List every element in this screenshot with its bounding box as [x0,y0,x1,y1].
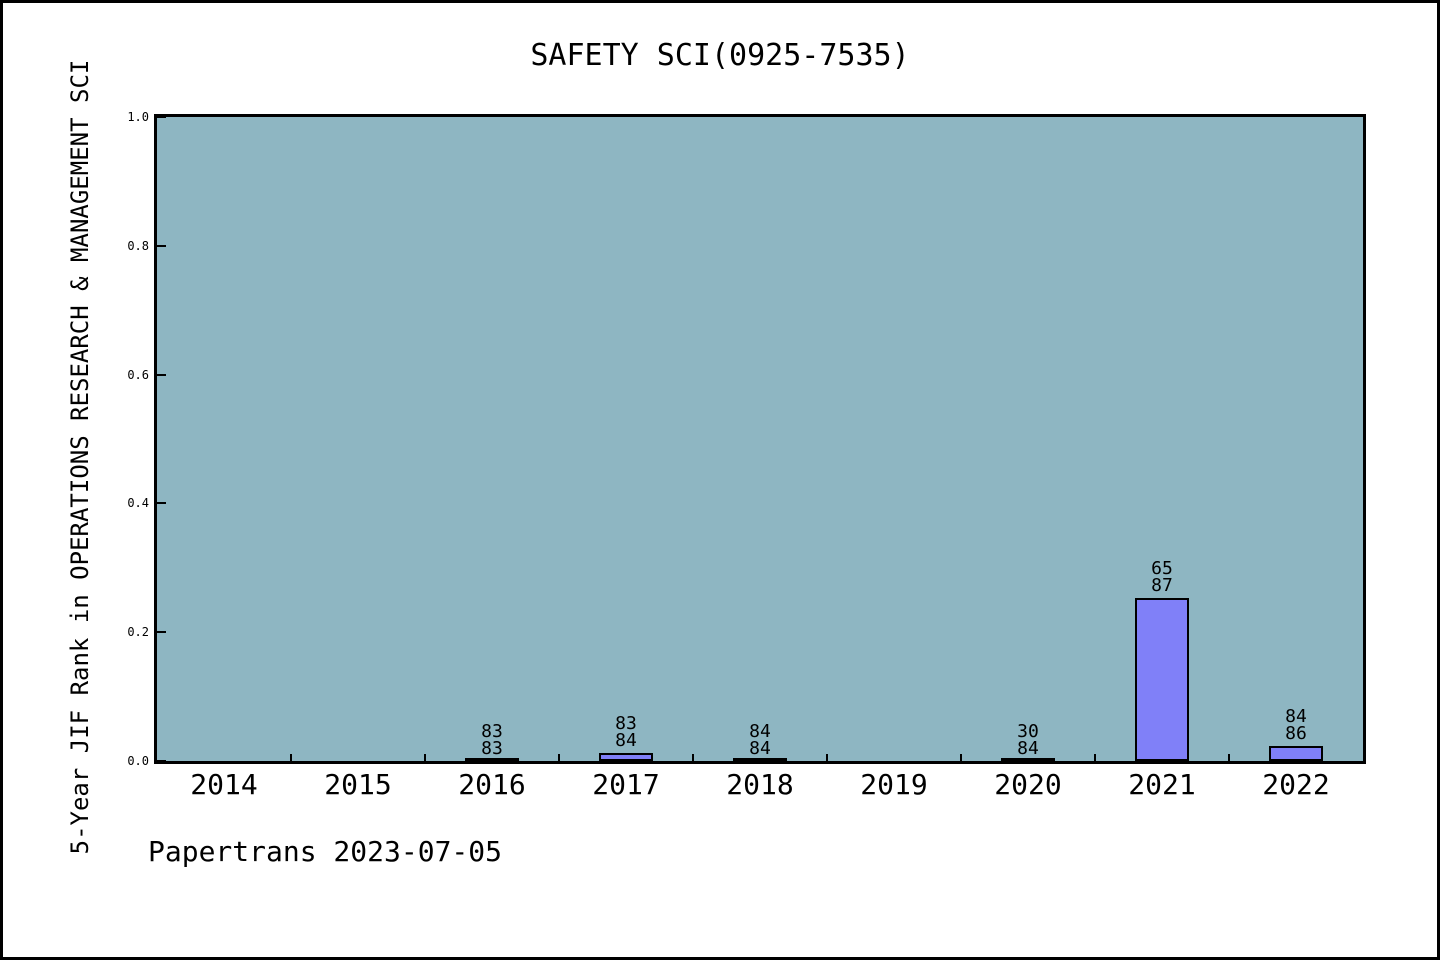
x-tick-label-2016: 2016 [458,768,526,801]
y-axis-label: 5-Year JIF Rank in OPERATIONS RESEARCH &… [66,59,94,855]
bar-annotation-2020: 30 84 [988,721,1068,759]
x-tick-label-2014: 2014 [190,768,258,801]
bar-annotation-line: 83 [615,713,637,734]
y-tick [157,631,166,634]
x-tick-label-2021: 2021 [1128,768,1196,801]
x-tick [692,754,694,761]
bar-annotation-2022: 84 86 [1256,706,1336,744]
x-tick-label-2022: 2022 [1262,768,1330,801]
x-tick [558,754,560,761]
y-tick [157,760,166,762]
bar-2017 [599,753,653,761]
x-tick [424,754,426,761]
chart-title: SAFETY SCI(0925-7535) [530,38,910,73]
y-tick [157,244,166,247]
x-tick [1094,754,1096,761]
bar-2021 [1135,598,1189,761]
bar-annotation-line: 84 [615,730,637,751]
bar-annotation-line: 86 [1285,723,1307,744]
x-tick [826,754,828,761]
bar-annotation-line: 84 [749,721,771,742]
x-tick [1228,754,1230,761]
bar-2018 [733,758,787,761]
bar-annotation-line: 83 [481,738,503,759]
y-tick-label-1.0: 1.0 [127,110,149,124]
bar-2020 [1001,758,1055,761]
y-tick-label-0.0: 0.0 [127,754,149,768]
bar-annotation-2018: 84 84 [720,721,800,759]
x-tick [960,754,962,761]
x-tick-label-2020: 2020 [994,768,1062,801]
y-tick-label-0.6: 0.6 [127,367,149,382]
bar-2022 [1269,746,1323,761]
x-tick-label-2019: 2019 [860,768,928,801]
bar-annotation-line: 84 [1017,738,1039,759]
y-tick [157,502,166,505]
bar-annotation-line: 87 [1151,575,1173,596]
y-tick-label-0.8: 0.8 [127,238,149,253]
bar-annotation-2017: 83 84 [586,713,666,751]
x-tick [290,754,292,761]
watermark-text: Papertrans 2023-07-05 [148,835,503,868]
bar-annotation-line: 30 [1017,721,1039,742]
bar-annotation-line: 65 [1151,558,1173,579]
bar-2016 [465,758,519,761]
y-tick-label-0.4: 0.4 [127,496,149,511]
x-tick-label-2015: 2015 [324,768,392,801]
y-tick-label-0.2: 0.2 [127,625,149,640]
bar-annotation-2016: 83 83 [452,721,532,759]
bar-annotation-line: 84 [1285,706,1307,727]
bar-annotation-2021: 65 87 [1122,558,1202,596]
bar-annotation-line: 84 [749,738,771,759]
y-tick [157,116,166,118]
plot-area: 0.0 0.2 0.4 0.6 0.8 1.0 2014 2015 2016 2017 2018 20… [127,110,1366,801]
x-tick-label-2018: 2018 [726,768,794,801]
bar-annotation-line: 83 [481,721,503,742]
y-tick [157,373,166,376]
x-tick-label-2017: 2017 [592,768,660,801]
